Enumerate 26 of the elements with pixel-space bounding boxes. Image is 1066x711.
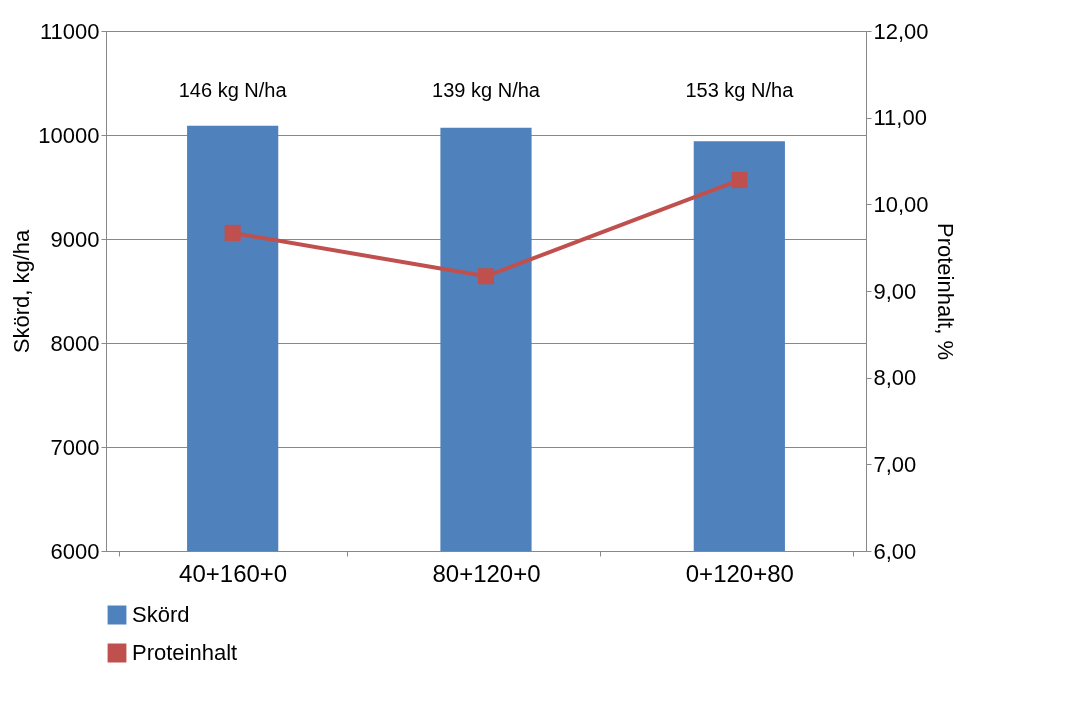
- y2-tick-label: 10,00: [873, 191, 929, 217]
- y-axis-title: Skörd, kg/ha: [9, 228, 35, 354]
- y2-tick-label: 8,00: [873, 365, 917, 391]
- y-tick-label: 8000: [50, 330, 100, 356]
- annotation: 139 kg N/ha: [432, 79, 541, 101]
- x-tick-label: 80+120+0: [432, 559, 541, 587]
- annotation: 146 kg N/ha: [178, 79, 288, 101]
- y2-tick-label: 11,00: [873, 105, 927, 131]
- y-tick-label: 9000: [50, 226, 100, 252]
- x-tick-label: 40+160+0: [179, 559, 288, 587]
- y-tick-label: 10000: [38, 122, 100, 148]
- y2-axis-title: Proteinhalt, %: [932, 223, 958, 360]
- y-tick-label: 11000: [39, 18, 100, 44]
- y2-tick-label: 7,00: [873, 451, 917, 477]
- y-tick-label: 7000: [50, 434, 100, 460]
- y2-tick-label: 6,00: [873, 538, 917, 564]
- x-tick-label: 0+120+80: [685, 559, 794, 587]
- y2-tick-label: 12,00: [873, 18, 929, 44]
- y2-tick-label: 9,00: [873, 278, 917, 304]
- point: [477, 268, 495, 285]
- point: [224, 224, 241, 241]
- y-tick-label: 6000: [50, 538, 100, 564]
- point: [731, 172, 748, 189]
- legend-label: Skörd: [132, 602, 190, 627]
- legend-label: Proteinhalt: [132, 640, 238, 665]
- annotation: 153 kg N/ha: [685, 79, 795, 101]
